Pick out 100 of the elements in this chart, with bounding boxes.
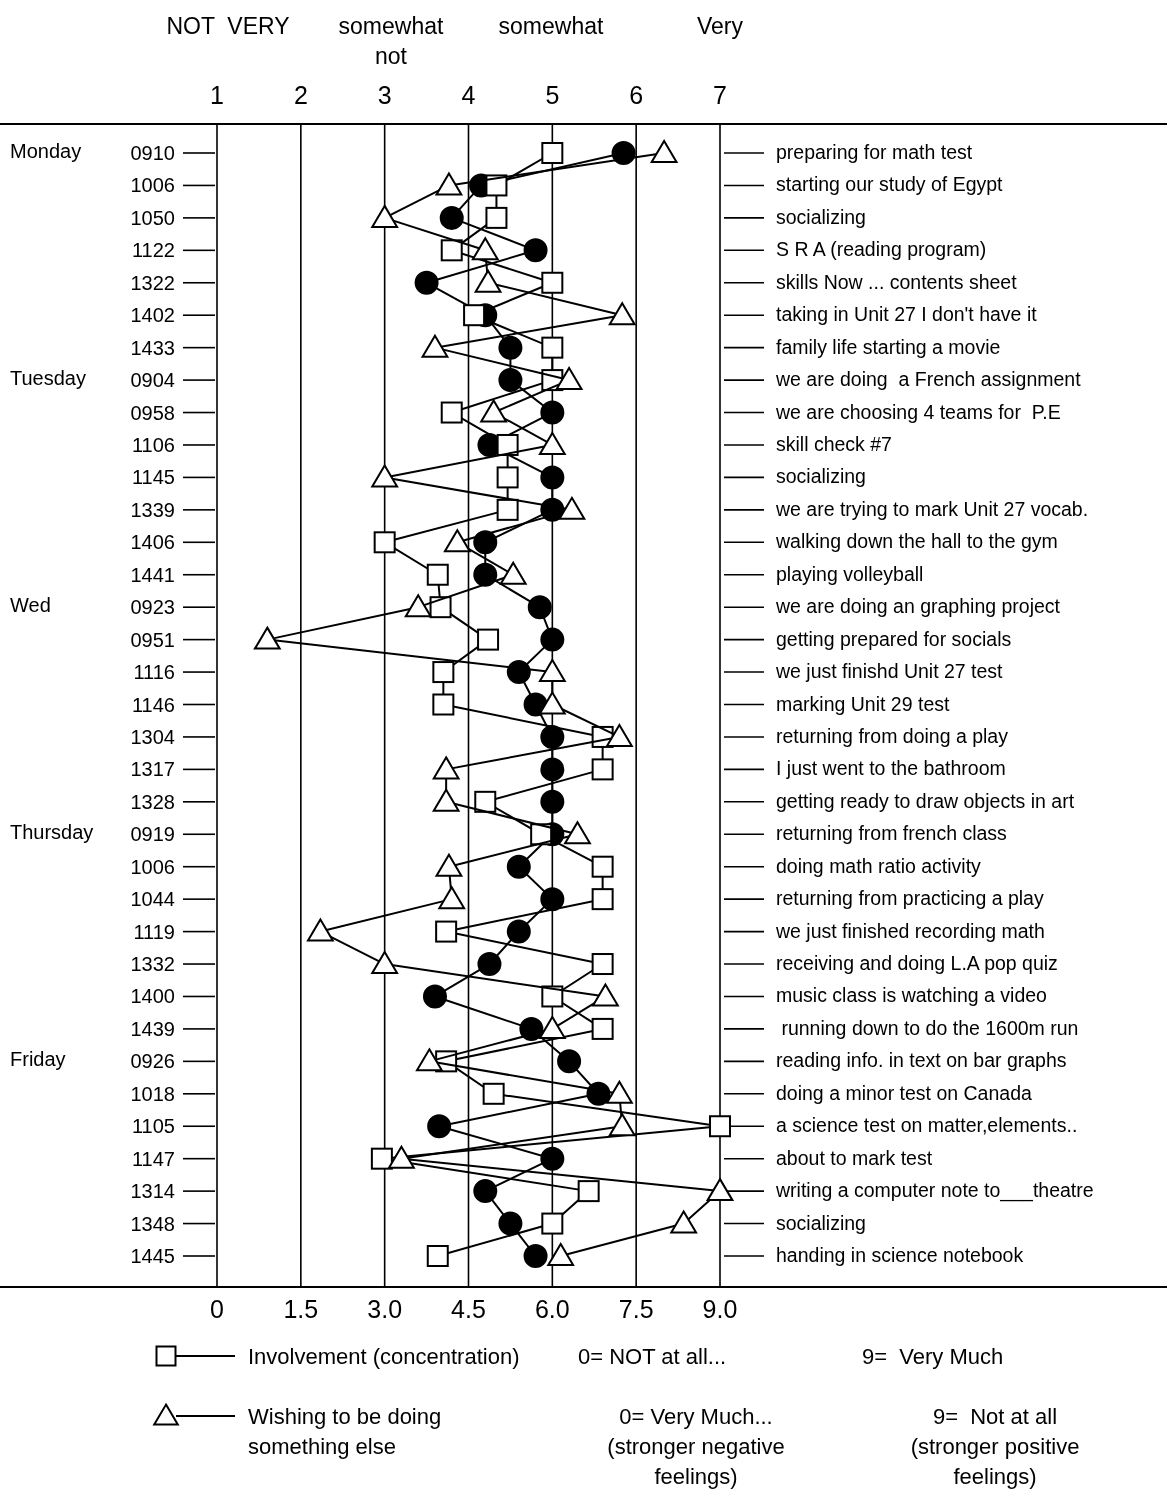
point <box>253 626 281 650</box>
point <box>370 1147 393 1170</box>
text: 0= Very Much... (stronger negative feelings) <box>607 1404 785 1489</box>
y-tick-label: 1322 <box>130 271 175 294</box>
point <box>473 1179 498 1204</box>
y2-tick-label: preparing for math test <box>776 141 973 163</box>
point <box>709 1115 731 1138</box>
point <box>541 1212 564 1235</box>
x-tick-label: 0 <box>210 1295 224 1323</box>
point <box>591 758 614 781</box>
y2-tick-label: skills Now ... contents sheet <box>776 270 1018 293</box>
y2-tick-label: marking Unit 29 test <box>776 692 950 715</box>
point <box>496 498 519 521</box>
point <box>480 399 508 423</box>
point <box>421 334 449 358</box>
text: 9= Not at all (stronger positive feelings) <box>910 1404 1080 1489</box>
category-label: Tuesday 0904 <box>10 367 175 392</box>
point <box>473 530 498 555</box>
x2-tick-label: 6 <box>629 81 644 109</box>
point <box>519 1016 544 1041</box>
y-tick-label: 1328 <box>130 790 175 813</box>
point <box>427 1114 452 1139</box>
x2-tick-label: 1 <box>210 81 224 109</box>
y2-tick-label: music class is watching a video <box>776 984 1048 1007</box>
text: 9= Very Much <box>862 1344 1004 1369</box>
point <box>432 756 460 780</box>
point <box>506 660 531 685</box>
point <box>443 529 471 553</box>
point <box>523 1244 548 1268</box>
point <box>422 984 447 1009</box>
y-tick-label: 1105 <box>131 1115 175 1138</box>
category-label: Wed 0923 <box>10 594 175 619</box>
point <box>523 238 548 263</box>
x-tick-label: 1.5 <box>283 1295 319 1323</box>
point <box>564 821 591 845</box>
y2-tick-label: playing volleyball <box>776 562 924 585</box>
point <box>429 596 452 619</box>
point <box>371 951 399 975</box>
point <box>540 757 565 782</box>
point <box>540 887 565 912</box>
point <box>482 1082 505 1105</box>
point <box>558 496 586 520</box>
legend-label: Wishing to be doing something else <box>248 1404 442 1459</box>
y2-tick-label: walking down the hall to the gym <box>775 530 1058 553</box>
y-tick-label: 1433 <box>130 336 175 359</box>
point <box>608 302 636 326</box>
y-tick-label: 1332 <box>130 953 175 976</box>
point <box>557 1049 582 1074</box>
y-tick-label: 1439 <box>130 1017 175 1040</box>
y-tick-label: 1314 <box>130 1180 175 1203</box>
y-tick-label: 1402 <box>130 304 175 327</box>
point <box>541 985 564 1008</box>
text: Very <box>696 13 744 39</box>
point <box>608 1113 636 1137</box>
text: somewhat not <box>338 13 445 69</box>
y2-tick-label: handing in science notebook <box>776 1244 1024 1266</box>
point <box>540 789 565 814</box>
point <box>577 1180 600 1203</box>
point <box>438 886 466 910</box>
y-tick-label: 1445 <box>130 1245 175 1267</box>
point <box>606 723 633 747</box>
y2-tick-label: we are doing a French assignment <box>775 368 1082 391</box>
point <box>547 1243 575 1266</box>
point <box>506 854 531 879</box>
point <box>538 659 566 683</box>
point <box>477 952 502 977</box>
point <box>404 594 432 618</box>
point <box>540 627 565 652</box>
point <box>591 888 614 911</box>
point <box>611 141 636 165</box>
point <box>592 983 619 1007</box>
point <box>591 855 614 878</box>
y-tick-label: 1050 <box>130 206 175 229</box>
y2-tick-label: returning from french class <box>776 822 1008 845</box>
point <box>591 1017 614 1040</box>
point <box>477 628 500 651</box>
y-tick-label: 0958 <box>130 401 175 424</box>
category-label: Monday 0910 <box>10 140 175 164</box>
point <box>650 140 678 163</box>
point <box>432 788 460 812</box>
y2-tick-label: doing a minor test on Canada <box>776 1081 1032 1104</box>
point <box>499 561 527 585</box>
y-tick-label: 1304 <box>130 725 175 748</box>
y2-tick-label: we just finished recording math <box>775 919 1045 942</box>
y-tick-label: 1339 <box>130 498 175 521</box>
category-label: Friday 0926 <box>10 1048 175 1073</box>
y2-tick-label: socializing <box>776 465 866 488</box>
point <box>426 1245 449 1267</box>
point <box>555 367 583 391</box>
y2-tick-label: starting our study of Egypt <box>776 173 1004 196</box>
y-tick-label: 1122 <box>131 239 175 262</box>
y-tick-label: 1044 <box>130 888 175 911</box>
point <box>440 239 463 262</box>
point <box>540 465 565 490</box>
y-tick-label: 1106 <box>131 433 175 456</box>
point <box>440 401 463 424</box>
y2-tick-label: we just finishd Unit 27 test <box>775 660 1004 683</box>
y-tick-label: 1441 <box>130 563 175 586</box>
point <box>485 206 508 229</box>
y-tick-label: 1116 <box>133 661 175 684</box>
